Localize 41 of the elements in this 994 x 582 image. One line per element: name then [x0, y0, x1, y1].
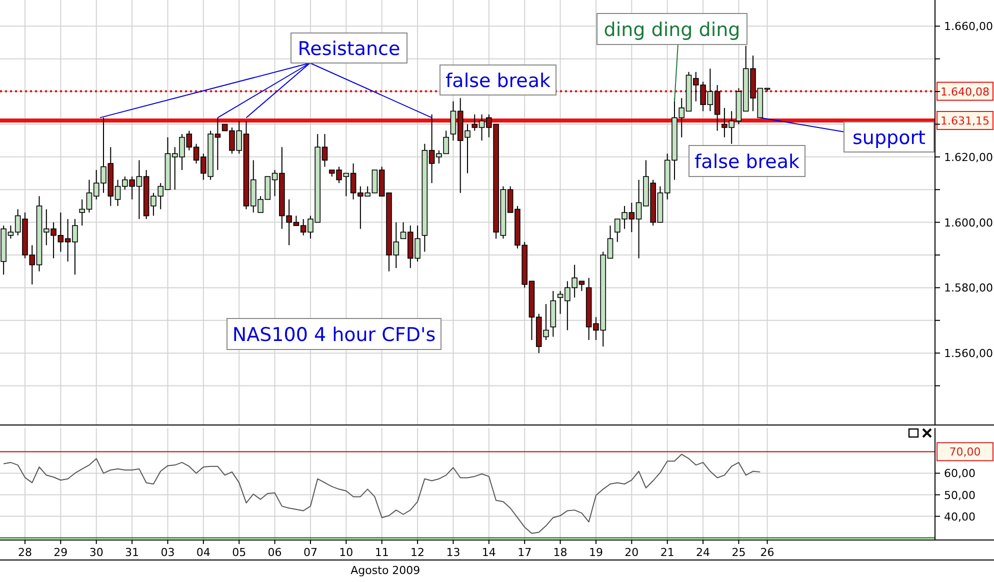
y-tick-label: 40,00 — [944, 510, 976, 524]
ref-line-label: 70,00 — [949, 446, 981, 459]
x-tick-label: 28 — [18, 546, 32, 559]
annotation: support — [852, 127, 926, 149]
annotation: ding ding ding — [604, 19, 740, 41]
annotation: NAS100 4 hour CFD's — [232, 324, 436, 346]
y-tick-label: 1.620,00 — [944, 150, 993, 164]
y-tick-label: 1.660,00 — [944, 20, 993, 34]
x-tick-label: 21 — [660, 546, 674, 559]
line-series — [3, 454, 761, 534]
x-tick-label: 10 — [339, 546, 354, 559]
x-tick-label: 13 — [446, 546, 460, 559]
x-tick-label: 17 — [518, 546, 532, 559]
x-tick-label: 03 — [160, 546, 175, 559]
x-tick-label: 20 — [624, 546, 639, 559]
x-tick-label: 26 — [760, 546, 774, 559]
annotation: false break — [445, 70, 551, 92]
x-tick-label: 18 — [553, 546, 568, 559]
x-tick-label: 04 — [196, 546, 210, 559]
x-axis-title: Agosto 2009 — [350, 564, 420, 577]
y-tick-label: 1.560,00 — [944, 347, 993, 360]
x-tick-label: 19 — [588, 546, 603, 559]
x-tick-label: 07 — [303, 546, 318, 559]
annotation: Resistance — [298, 38, 400, 60]
x-tick-label: 30 — [89, 546, 104, 559]
x-tick-label: 11 — [374, 546, 389, 559]
x-tick-label: 14 — [482, 546, 496, 559]
x-tick-label: 24 — [696, 546, 710, 559]
x-tick-label: 25 — [732, 546, 746, 559]
x-tick-label: 06 — [268, 546, 282, 559]
y-tick-label: 1.580,00 — [944, 282, 993, 295]
x-tick-label: 29 — [54, 546, 68, 559]
x-tick-label: 31 — [125, 546, 140, 559]
y-tick-label: 1.600,00 — [944, 216, 993, 230]
ref-line-label: 1.631,15 — [940, 114, 990, 128]
y-tick-label: 50,00 — [944, 488, 976, 502]
y-tick-label: 60,00 — [944, 467, 976, 480]
x-tick-label: 05 — [232, 546, 246, 559]
annotation: false break — [694, 151, 800, 173]
ref-line-label: 1.640,08 — [940, 85, 990, 98]
x-tick-label: 12 — [410, 546, 425, 559]
